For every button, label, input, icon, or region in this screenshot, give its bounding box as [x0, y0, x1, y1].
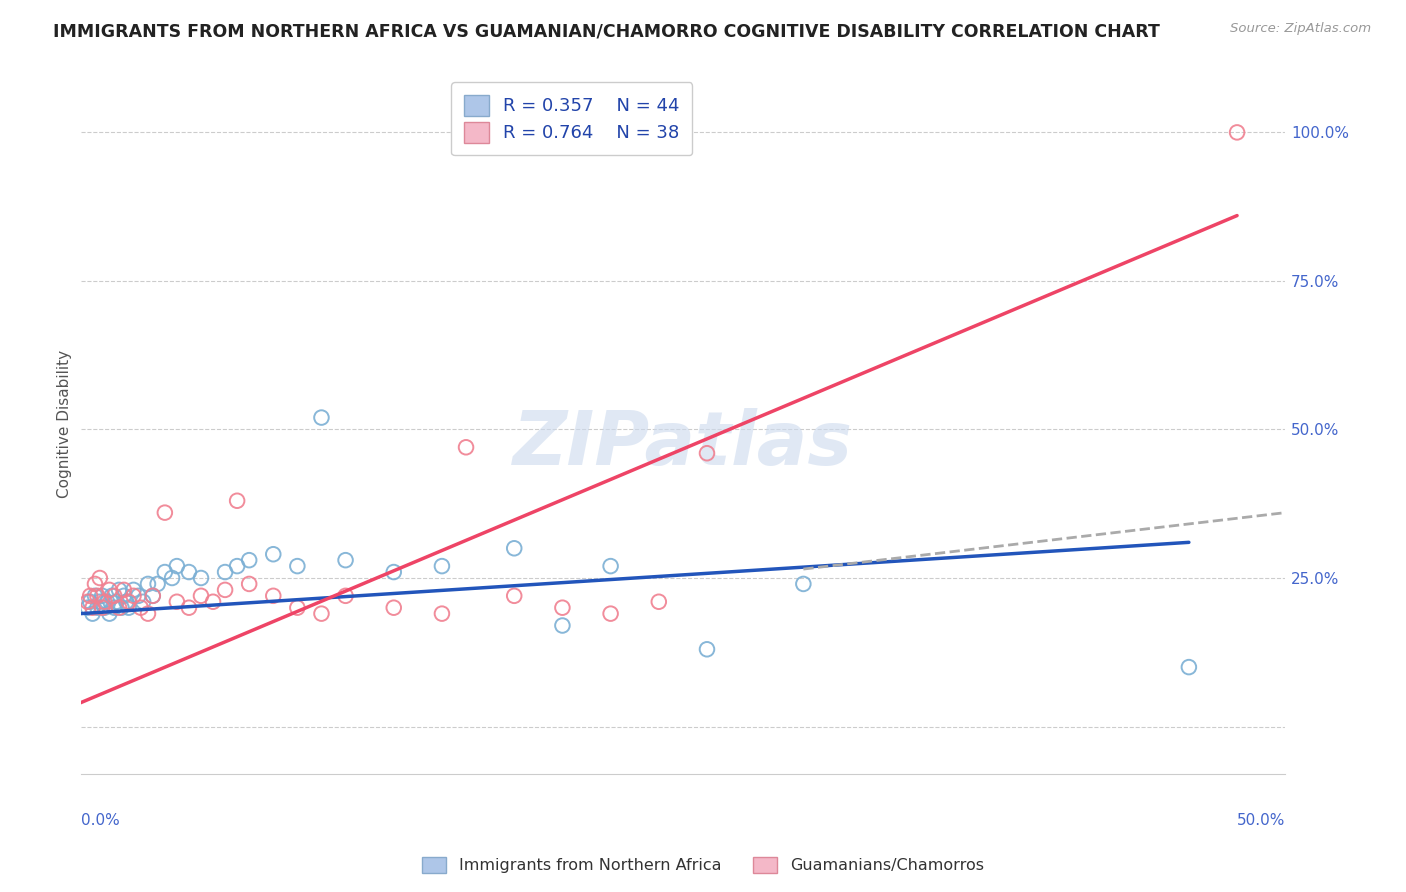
Point [89, 571, 111, 585]
Point [91, 589, 114, 603]
Point [335, 553, 357, 567]
Point [262, 589, 284, 603]
Text: 50.0%: 50.0% [1237, 813, 1285, 828]
Point [214, 565, 236, 579]
Point [696, 446, 718, 460]
Point [238, 577, 260, 591]
Point [79, 595, 101, 609]
Point [122, 589, 145, 603]
Point [153, 565, 176, 579]
Point [285, 559, 308, 574]
Point [226, 493, 249, 508]
Point [84, 589, 107, 603]
Point [648, 595, 671, 609]
Point [98, 582, 121, 597]
Point [122, 582, 145, 597]
Point [551, 600, 574, 615]
Point [696, 642, 718, 657]
Point [118, 595, 141, 609]
Point [132, 595, 155, 609]
Point [792, 577, 814, 591]
Point [1226, 125, 1249, 139]
Point [226, 559, 249, 574]
Point [89, 595, 111, 609]
Point [1178, 660, 1201, 674]
Point [91, 600, 114, 615]
Point [454, 440, 477, 454]
Point [79, 589, 101, 603]
Point [110, 600, 132, 615]
Text: ZIPatlas: ZIPatlas [513, 408, 853, 481]
Point [101, 589, 124, 603]
Point [108, 582, 131, 597]
Point [177, 600, 200, 615]
Point [98, 607, 121, 621]
Point [86, 589, 108, 603]
Point [190, 589, 212, 603]
Point [136, 577, 159, 591]
Legend: Immigrants from Northern Africa, Guamanians/Chamorros: Immigrants from Northern Africa, Guamani… [416, 850, 990, 880]
Point [382, 600, 405, 615]
Point [129, 600, 152, 615]
Text: IMMIGRANTS FROM NORTHERN AFRICA VS GUAMANIAN/CHAMORRO COGNITIVE DISABILITY CORRE: IMMIGRANTS FROM NORTHERN AFRICA VS GUAMA… [53, 22, 1160, 40]
Point [335, 589, 357, 603]
Point [136, 607, 159, 621]
Point [551, 618, 574, 632]
Point [285, 600, 308, 615]
Point [142, 589, 165, 603]
Point [115, 595, 138, 609]
Point [84, 577, 107, 591]
Point [105, 595, 128, 609]
Point [202, 595, 225, 609]
Text: Source: ZipAtlas.com: Source: ZipAtlas.com [1230, 22, 1371, 36]
Y-axis label: Cognitive Disability: Cognitive Disability [58, 350, 72, 498]
Point [599, 607, 621, 621]
Point [238, 553, 260, 567]
Point [103, 600, 125, 615]
Point [166, 595, 188, 609]
Point [177, 565, 200, 579]
Point [112, 589, 135, 603]
Point [599, 559, 621, 574]
Text: 0.0%: 0.0% [80, 813, 120, 828]
Point [430, 559, 453, 574]
Point [214, 582, 236, 597]
Point [103, 589, 125, 603]
Point [82, 607, 104, 621]
Point [503, 541, 526, 556]
Point [76, 595, 98, 609]
Point [93, 600, 115, 615]
Point [76, 600, 98, 615]
Point [93, 595, 115, 609]
Point [311, 607, 333, 621]
Point [190, 571, 212, 585]
Point [86, 600, 108, 615]
Point [153, 506, 176, 520]
Point [382, 565, 405, 579]
Legend: R = 0.357    N = 44, R = 0.764    N = 38: R = 0.357 N = 44, R = 0.764 N = 38 [451, 82, 693, 155]
Point [146, 577, 169, 591]
Point [96, 595, 118, 609]
Point [118, 600, 141, 615]
Point [311, 410, 333, 425]
Point [166, 559, 188, 574]
Point [127, 589, 149, 603]
Point [503, 589, 526, 603]
Point [142, 589, 165, 603]
Point [108, 600, 131, 615]
Point [82, 600, 104, 615]
Point [160, 571, 183, 585]
Point [112, 582, 135, 597]
Point [262, 547, 284, 561]
Point [430, 607, 453, 621]
